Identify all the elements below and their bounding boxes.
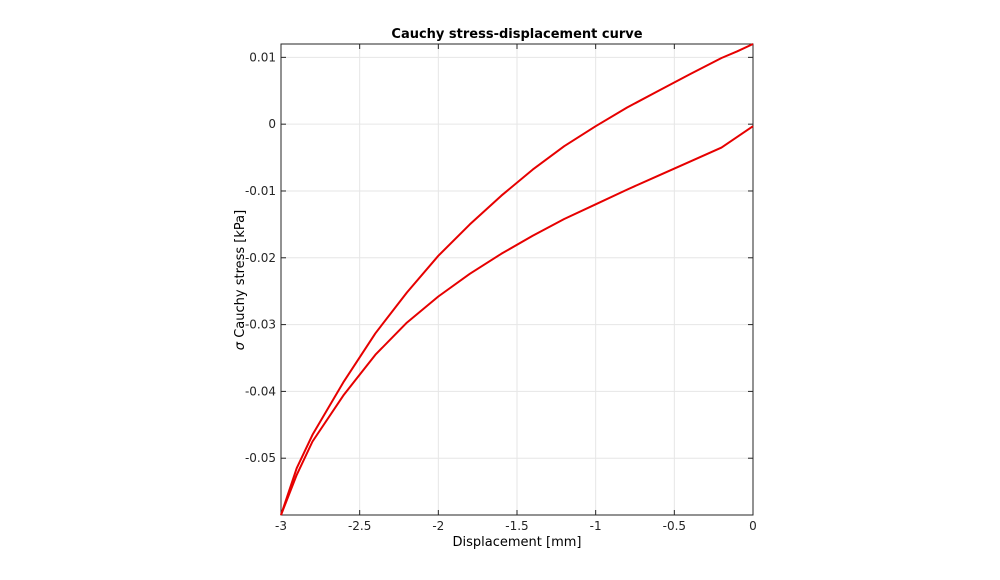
x-tick-label: 0 bbox=[749, 519, 757, 533]
series-line-2 bbox=[280, 125, 754, 516]
x-tick-label: -0.5 bbox=[663, 519, 686, 533]
y-tick-label: -0.01 bbox=[245, 184, 276, 198]
grid bbox=[280, 44, 754, 515]
x-tick-label: -1 bbox=[590, 519, 602, 533]
y-tick-label: -0.04 bbox=[245, 384, 276, 398]
y-axis-title: Cauchy stress [kPa] bbox=[233, 210, 248, 338]
x-axis-label: Displacement [mm] bbox=[453, 535, 582, 550]
x-axis: -3 -2.5 -2 -1.5 -1 -0.5 0 bbox=[275, 44, 757, 533]
y-axis-symbol: σ bbox=[233, 341, 248, 350]
chart-title: Cauchy stress-displacement curve bbox=[391, 27, 642, 42]
x-tick-label: -2 bbox=[432, 519, 444, 533]
y-tick-label: -0.02 bbox=[245, 251, 276, 265]
y-axis-label: σ Cauchy stress [kPa] bbox=[233, 210, 248, 350]
data-series bbox=[280, 43, 754, 516]
y-tick-label: -0.05 bbox=[245, 451, 276, 465]
y-tick-label: 0 bbox=[268, 117, 276, 131]
x-tick-label: -3 bbox=[275, 519, 287, 533]
y-tick-label: -0.03 bbox=[245, 318, 276, 332]
x-tick-label: -2.5 bbox=[348, 519, 371, 533]
x-tick-label: -1.5 bbox=[505, 519, 528, 533]
y-axis: 0.01 0 -0.01 -0.02 -0.03 -0.04 -0.05 bbox=[245, 50, 753, 465]
y-tick-label: 0.01 bbox=[249, 50, 276, 64]
series-line-1 bbox=[280, 43, 754, 516]
